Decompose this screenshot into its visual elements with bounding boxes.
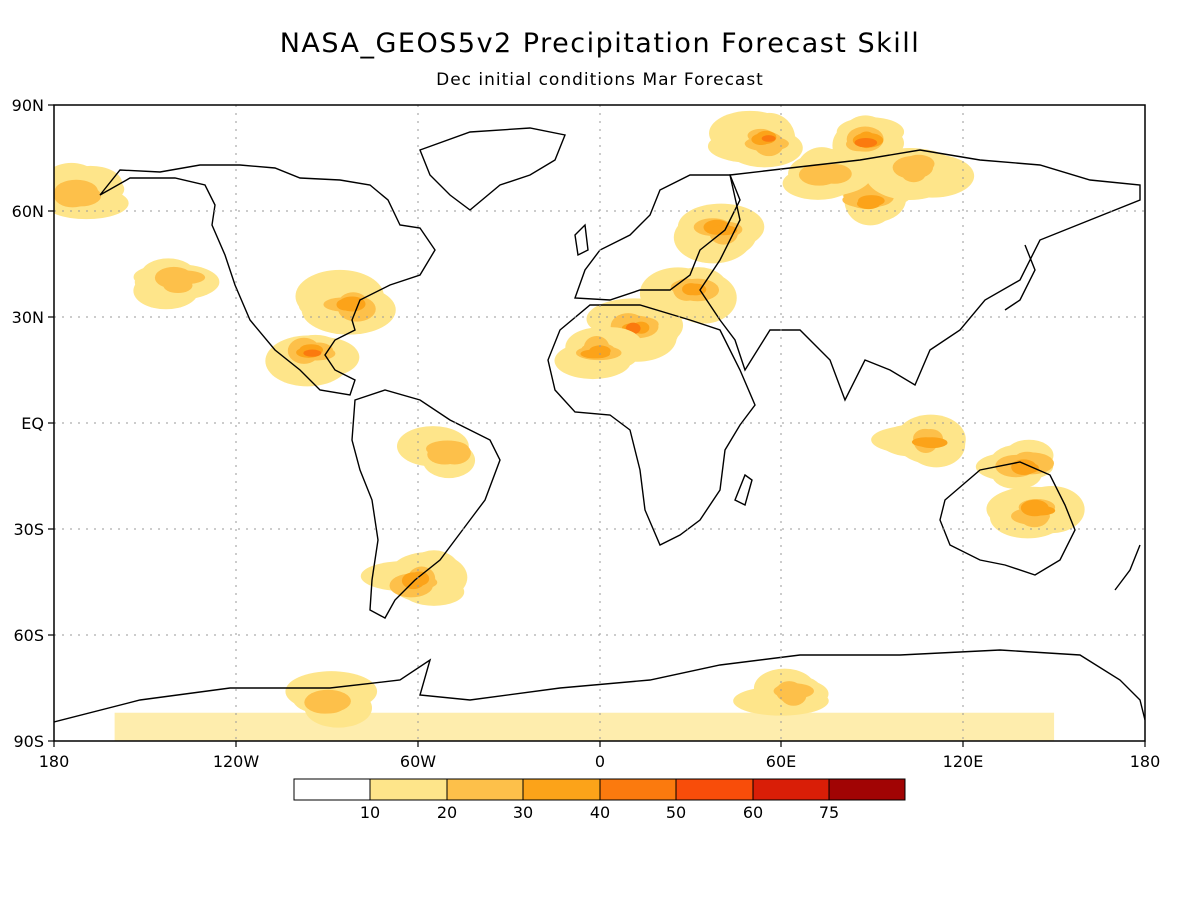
lat-label-eq: EQ — [21, 414, 44, 433]
coast-asia — [699, 149, 1141, 402]
colorbar-label-10: 10 — [360, 803, 380, 822]
skill-field-layer — [54, 110, 1085, 741]
skill-region-15 — [54, 162, 129, 220]
skill-region-19 — [133, 258, 220, 310]
map-subtitle: Dec initial conditions Mar Forecast — [436, 70, 764, 90]
skill-region-13 — [986, 485, 1085, 539]
lat-label-60s: 60S — [13, 626, 44, 645]
coast-madagascar — [734, 473, 753, 507]
skill-patch — [425, 440, 469, 458]
colorbar-label-60: 60 — [743, 803, 763, 822]
coast-south-america — [351, 389, 501, 619]
skill-patch — [854, 138, 878, 148]
colorbar-swatch-3 — [446, 778, 524, 801]
lat-label-30s: 30S — [13, 520, 44, 539]
skill-patch — [303, 349, 322, 357]
map-title: NASA_GEOS5v2 Precipitation Forecast Skil… — [279, 28, 921, 59]
lat-label-30n: 30N — [12, 308, 44, 327]
colorbar-label-30: 30 — [513, 803, 533, 822]
skill-patch — [856, 198, 881, 210]
gridlines — [54, 105, 1145, 741]
lon-label-60w: 60W — [400, 752, 436, 771]
skill-region-12 — [871, 414, 966, 468]
skill-patch — [154, 266, 193, 289]
skill-region-17 — [285, 671, 378, 728]
skill-patch — [1019, 462, 1039, 474]
colorbar-label-50: 50 — [666, 803, 686, 822]
colorbar-swatch-6 — [675, 778, 754, 801]
coastline-layer — [54, 127, 1145, 723]
skill-region-11 — [396, 426, 476, 479]
lat-label-90n: 90N — [12, 96, 44, 115]
lon-label-120e: 120E — [943, 752, 984, 771]
colorbar-swatch-1 — [293, 778, 371, 801]
lat-label-60n: 60N — [12, 202, 44, 221]
colorbar-label-75: 75 — [819, 803, 839, 822]
skill-region-16 — [733, 668, 829, 716]
colorbar: 10 20 30 40 50 60 75 — [293, 778, 906, 822]
skill-region-8 — [639, 267, 737, 324]
skill-patch — [817, 164, 852, 184]
lon-label-0: 0 — [595, 752, 605, 771]
skill-patch — [1020, 499, 1049, 517]
coast-uk — [574, 223, 589, 257]
skill-patch — [682, 283, 701, 296]
axis-ticks — [48, 104, 1146, 747]
lon-label-60e: 60E — [766, 752, 796, 771]
skill-patch — [304, 691, 346, 714]
lon-label-120w: 120W — [213, 752, 260, 771]
skill-region-14 — [975, 439, 1055, 490]
colorbar-swatch-8 — [828, 778, 906, 801]
colorbar-label-40: 40 — [590, 803, 610, 822]
skill-patch — [780, 684, 807, 706]
skill-region-18 — [360, 550, 468, 606]
skill-patch — [589, 345, 611, 357]
skill-region-4 — [707, 110, 803, 168]
lat-label-90s: 90S — [13, 732, 44, 751]
coast-new-zealand — [1114, 544, 1141, 591]
coast-antarctica — [54, 649, 1145, 723]
lon-label-180e: 180 — [1130, 752, 1161, 771]
skill-patch — [761, 135, 776, 142]
coast-japan — [1004, 244, 1036, 311]
skill-patch — [916, 437, 948, 449]
coast-africa — [547, 304, 756, 546]
skill-band-antarctic — [114, 712, 1055, 741]
coast-greenland — [419, 127, 566, 211]
colorbar-swatch-4 — [522, 778, 601, 801]
colorbar-swatch-5 — [599, 778, 677, 801]
colorbar-swatch-2 — [369, 778, 448, 801]
skill-region-5 — [832, 115, 905, 171]
colorbar-label-20: 20 — [437, 803, 457, 822]
skill-region-9 — [265, 334, 360, 387]
lon-label-180w: 180 — [39, 752, 70, 771]
colorbar-swatch-7 — [752, 778, 830, 801]
skill-patch — [60, 185, 102, 207]
coast-europe — [574, 174, 741, 301]
coast-north-america — [99, 164, 436, 396]
skill-patch — [901, 164, 926, 183]
skill-patch — [336, 298, 355, 311]
coast-australia — [939, 461, 1076, 576]
